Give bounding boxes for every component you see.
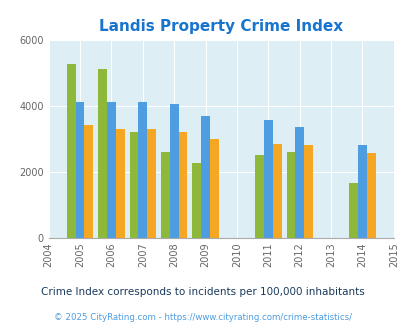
Bar bbox=[201, 115, 209, 238]
Bar bbox=[75, 102, 84, 238]
Bar bbox=[272, 144, 281, 238]
Bar bbox=[161, 152, 169, 238]
Bar bbox=[147, 129, 156, 238]
Bar bbox=[138, 102, 147, 238]
Bar bbox=[129, 132, 138, 238]
Text: Crime Index corresponds to incidents per 100,000 inhabitants: Crime Index corresponds to incidents per… bbox=[41, 287, 364, 297]
Bar bbox=[192, 163, 201, 238]
Bar bbox=[107, 102, 115, 238]
Text: © 2025 CityRating.com - https://www.cityrating.com/crime-statistics/: © 2025 CityRating.com - https://www.city… bbox=[54, 313, 351, 322]
Bar bbox=[67, 64, 75, 238]
Bar bbox=[366, 153, 375, 238]
Bar bbox=[178, 132, 187, 238]
Bar bbox=[84, 125, 93, 238]
Bar bbox=[303, 145, 312, 238]
Bar bbox=[98, 69, 107, 238]
Bar bbox=[209, 139, 218, 238]
Bar bbox=[348, 183, 357, 238]
Bar bbox=[115, 129, 124, 238]
Bar bbox=[357, 145, 366, 238]
Bar bbox=[263, 120, 272, 238]
Bar bbox=[294, 127, 303, 238]
Bar bbox=[254, 155, 263, 238]
Title: Landis Property Crime Index: Landis Property Crime Index bbox=[99, 19, 343, 34]
Bar bbox=[169, 104, 178, 238]
Bar bbox=[286, 152, 294, 238]
